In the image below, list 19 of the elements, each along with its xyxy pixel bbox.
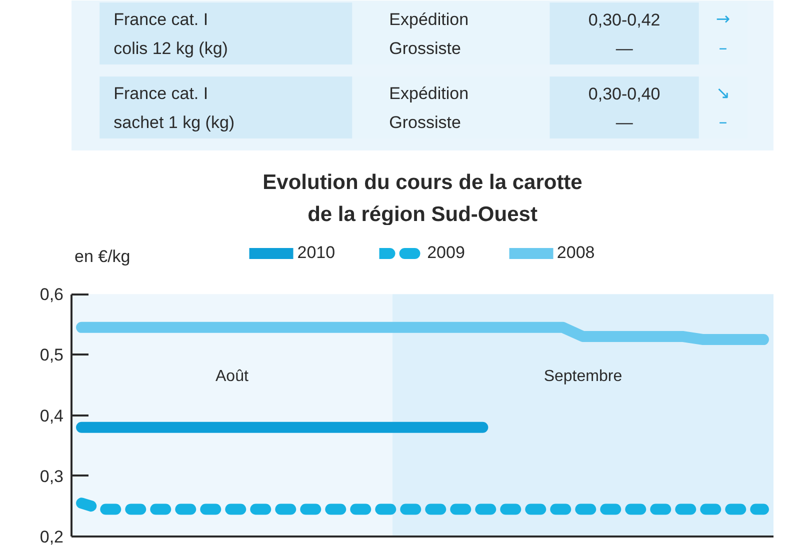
y-tick-label: 0,3 [40,466,64,486]
text: France cat. I colis 12 kg (kg) [114,10,228,58]
y-tick-label: 0,5 [40,346,64,365]
text: 0,30-0,40 — [588,84,660,132]
legend-label: 2009 [427,243,465,263]
y-axis-title: en €/kg [74,247,130,266]
text: → – [716,10,730,58]
text: ↘ – [716,84,730,132]
annotation: Août [216,368,249,386]
text: Expédition Grossiste [389,84,469,132]
text: Expédition Grossiste [389,10,469,58]
annotation: Septembre [544,368,622,386]
y-tick-label: 0,2 [40,528,64,546]
y-tick-label: 0,6 [40,285,64,304]
legend-label: 2008 [556,243,595,263]
y-tick-label: 0,4 [40,406,64,426]
legend-label: 2010 [297,243,336,263]
text: France cat. I sachet 1 kg (kg) [114,84,235,132]
text: 0,30-0,42 — [588,10,660,58]
